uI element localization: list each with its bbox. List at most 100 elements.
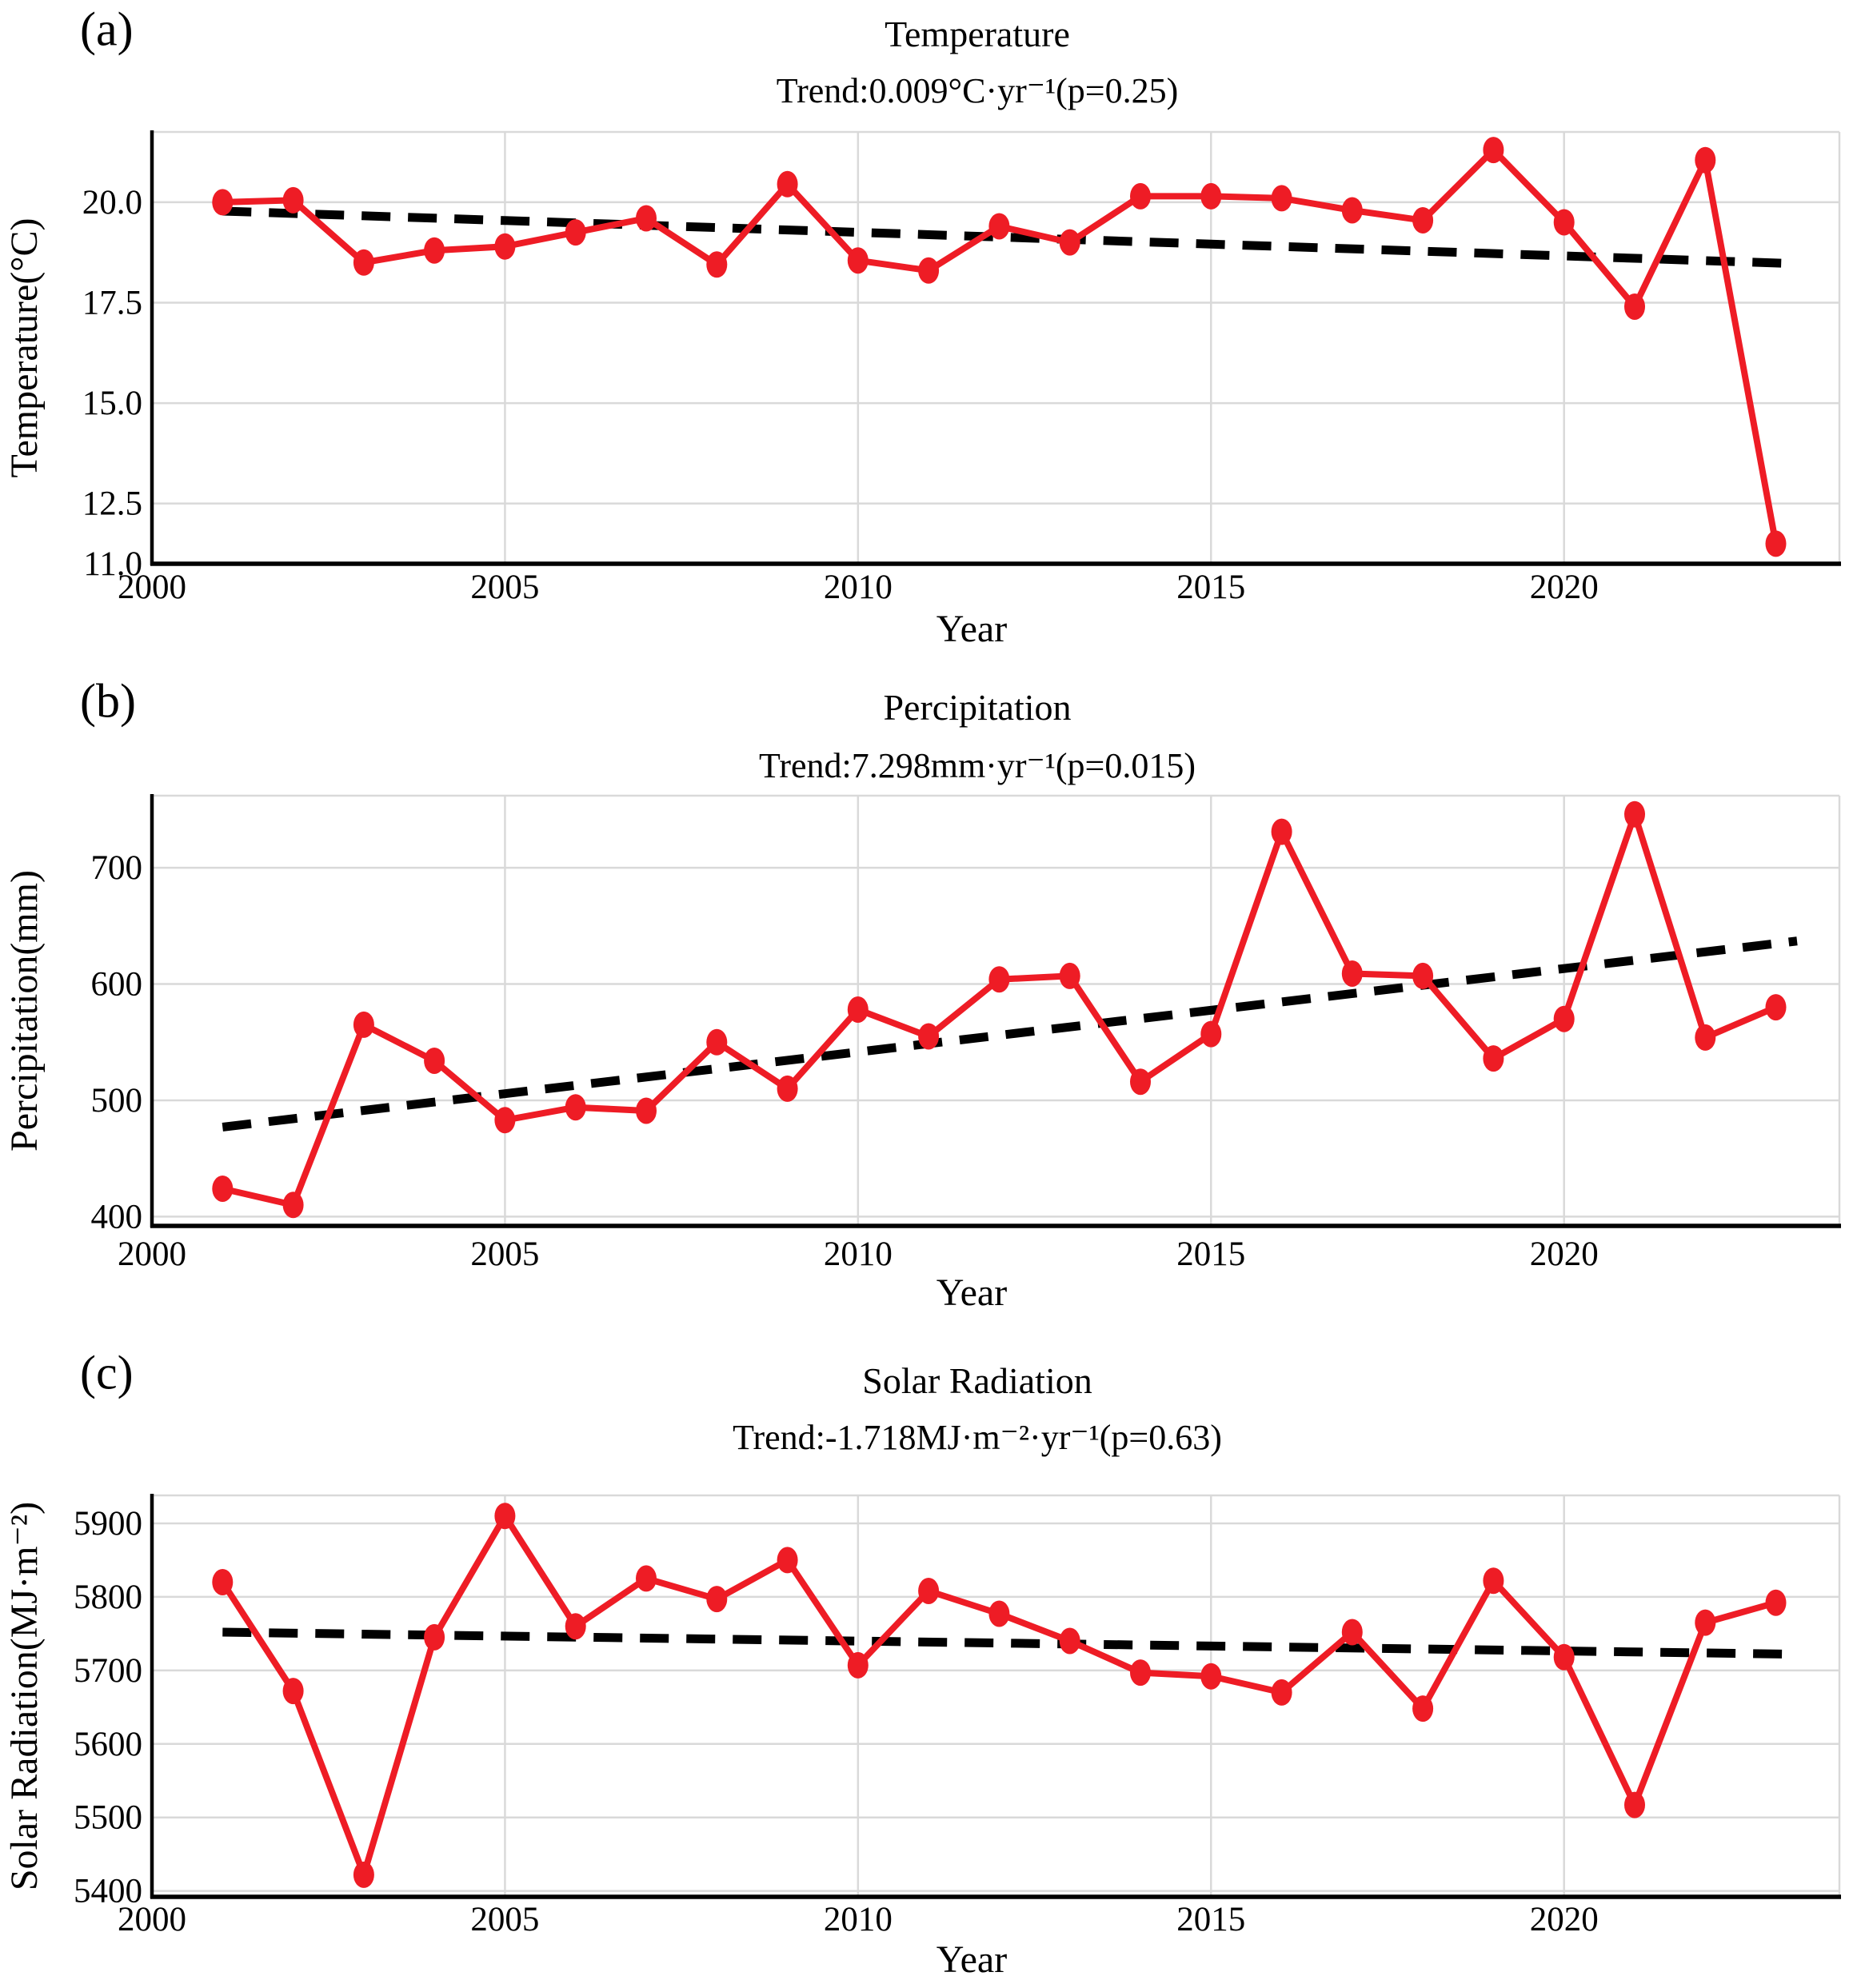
data-point: [1271, 185, 1292, 212]
x-tick-label: 2010: [824, 569, 893, 606]
data-point: [494, 1107, 516, 1134]
x-tick-label: 2005: [470, 569, 539, 606]
data-point: [1483, 1045, 1504, 1072]
percipitation-series-line: [219, 811, 1779, 1208]
data-point: [1695, 146, 1716, 174]
chart-title: Solar Radiation: [862, 1360, 1092, 1401]
data-point: [494, 1503, 516, 1530]
trend-line: [222, 1627, 1798, 1659]
data-point: [282, 186, 304, 214]
data-point: [918, 1023, 940, 1050]
data-point: [1271, 818, 1292, 845]
data-point: [1412, 207, 1434, 234]
y-tick-label: 5500: [74, 1799, 142, 1837]
y-axis-title: Temperature(°C): [3, 218, 46, 477]
y-axis-title: Solar Radiation(MJ·m⁻²): [3, 1502, 46, 1890]
chart-trend-subtitle: Trend:0.009°C·yr⁻¹(p=0.25): [777, 71, 1179, 110]
data-point: [1624, 800, 1645, 828]
data-point: [1130, 182, 1151, 210]
panel-label: (a): [80, 2, 134, 55]
y-tick-label: 5800: [74, 1579, 142, 1616]
data-point: [353, 249, 374, 276]
data-point: [706, 1586, 728, 1613]
data-point: [777, 170, 798, 198]
data-point: [988, 1600, 1010, 1627]
x-tick-label: 2020: [1530, 569, 1599, 606]
data-point: [918, 1578, 940, 1604]
data-point: [777, 1075, 798, 1102]
chart-solar-radiation: (c) Solar Radiation Trend:-1.718MJ·m⁻²·yr⁻…: [3, 1346, 1841, 1981]
data-point: [1695, 1024, 1716, 1051]
temperature-series-line: [219, 146, 1779, 547]
x-axis-title: Year: [936, 1938, 1007, 1981]
data-point: [1341, 960, 1363, 987]
x-tick-label: 2005: [470, 1901, 539, 1938]
x-tick-label: 2005: [470, 1236, 539, 1273]
data-point: [988, 213, 1010, 240]
data-point: [636, 1097, 657, 1124]
x-tick-label: 2010: [824, 1901, 893, 1938]
chart-percipitation: (b) Percipitation Trend:7.298mm·yr⁻¹(p=0.0…: [3, 674, 1841, 1314]
trend-line: [222, 936, 1798, 1132]
y-tick-label: 17.5: [82, 284, 142, 321]
y-tick-label: 20.0: [82, 184, 142, 222]
x-tick-label: 2000: [118, 569, 186, 606]
data-point: [1200, 1663, 1222, 1690]
data-point: [212, 1569, 234, 1595]
y-tick-label: 400: [91, 1198, 143, 1236]
data-point: [1412, 1695, 1434, 1723]
data-point: [1483, 137, 1504, 164]
data-point: [565, 1613, 586, 1640]
y-tick-label: 15.0: [82, 385, 142, 422]
x-axis-title: Year: [936, 608, 1007, 650]
x-tick-label: 2010: [824, 1236, 893, 1273]
x-axis-title: Year: [936, 1271, 1007, 1314]
data-point: [1059, 962, 1080, 989]
data-point: [1200, 182, 1222, 210]
data-point: [1553, 1005, 1575, 1032]
data-point: [565, 219, 586, 246]
data-point: [1483, 1567, 1504, 1595]
data-point: [282, 1678, 304, 1705]
panel-label: (b): [80, 674, 136, 727]
data-point: [1695, 1609, 1716, 1636]
data-point: [1553, 209, 1575, 236]
data-point: [918, 257, 940, 284]
data-point: [777, 1547, 798, 1574]
y-tick-label: 5900: [74, 1505, 142, 1543]
data-point: [847, 1651, 869, 1679]
y-tick-label: 5600: [74, 1726, 142, 1763]
data-point: [1412, 962, 1434, 989]
data-point: [494, 233, 516, 260]
x-tick-label: 2015: [1176, 1236, 1245, 1273]
data-point: [565, 1094, 586, 1121]
data-point: [424, 1048, 445, 1074]
data-point: [1341, 197, 1363, 224]
y-tick-label: 700: [91, 849, 143, 887]
data-point: [636, 1565, 657, 1592]
data-point: [706, 251, 728, 278]
data-point: [212, 189, 234, 216]
data-point: [1130, 1068, 1151, 1096]
data-point: [353, 1861, 374, 1888]
chart-temperature: (a) Temperature Trend:0.009°C·yr⁻¹(p=0.25)…: [3, 2, 1841, 650]
data-point: [1130, 1659, 1151, 1687]
x-tick-label: 2015: [1176, 569, 1245, 606]
trend-line: [222, 206, 1798, 269]
y-tick-label: 5700: [74, 1652, 142, 1690]
data-point: [1624, 293, 1645, 320]
solar-radiation-series-line: [219, 1512, 1779, 1878]
data-point: [424, 237, 445, 264]
data-point: [282, 1192, 304, 1219]
y-tick-label: 5400: [74, 1873, 142, 1910]
data-point: [847, 996, 869, 1023]
y-axis-title: Percipitation(mm): [3, 870, 46, 1152]
data-point: [1553, 1643, 1575, 1671]
data-point: [1765, 530, 1787, 557]
x-tick-label: 2000: [118, 1901, 186, 1938]
x-tick-label: 2020: [1530, 1901, 1599, 1938]
chart-title: Temperature: [885, 14, 1070, 54]
